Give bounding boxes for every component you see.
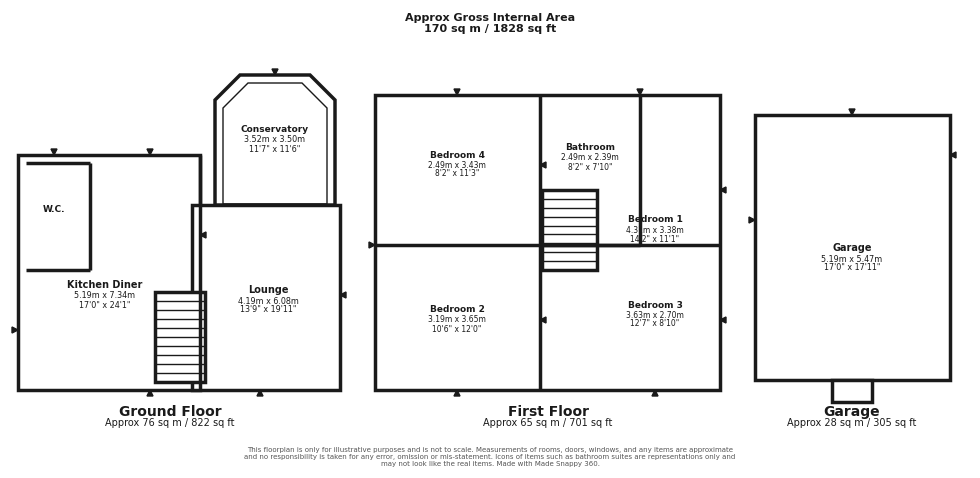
Text: First Floor: First Floor	[508, 405, 589, 419]
Bar	[755, 115, 950, 380]
Polygon shape	[749, 217, 755, 223]
Text: Kitchen Diner: Kitchen Diner	[68, 280, 143, 290]
Ellipse shape	[443, 108, 653, 378]
Polygon shape	[540, 317, 546, 323]
Polygon shape	[200, 232, 206, 238]
Text: Approx 65 sq m / 701 sq ft: Approx 65 sq m / 701 sq ft	[483, 418, 612, 428]
Text: 10'6" x 12'0": 10'6" x 12'0"	[432, 325, 482, 334]
Text: 5.19m x 7.34m: 5.19m x 7.34m	[74, 292, 135, 301]
Text: JR: JR	[514, 199, 581, 257]
Polygon shape	[12, 327, 18, 333]
Text: Bedroom 4: Bedroom 4	[429, 151, 484, 160]
Text: 13'9" x 19'11": 13'9" x 19'11"	[240, 305, 296, 315]
Text: Approx 28 sq m / 305 sq ft: Approx 28 sq m / 305 sq ft	[787, 418, 916, 428]
Text: 8'2" x 11'3": 8'2" x 11'3"	[435, 170, 479, 178]
Text: Bedroom 2: Bedroom 2	[429, 305, 484, 315]
Text: 4.31m x 3.38m: 4.31m x 3.38m	[626, 226, 684, 235]
Polygon shape	[540, 162, 546, 168]
Text: 170 sq m / 1828 sq ft: 170 sq m / 1828 sq ft	[424, 24, 556, 34]
Text: 11'7" x 11'6": 11'7" x 11'6"	[249, 144, 301, 153]
Polygon shape	[720, 317, 726, 323]
Text: 14'2" x 11'1": 14'2" x 11'1"	[630, 235, 679, 243]
Text: 3.52m x 3.50m: 3.52m x 3.50m	[244, 135, 306, 144]
Text: Lounge: Lounge	[248, 285, 288, 295]
Text: Ground Floor: Ground Floor	[119, 405, 221, 419]
Polygon shape	[849, 109, 855, 115]
Polygon shape	[272, 69, 278, 75]
Text: 5.19m x 5.47m: 5.19m x 5.47m	[821, 254, 883, 263]
Text: Garage: Garage	[832, 243, 872, 253]
Polygon shape	[454, 390, 460, 396]
Text: Garage: Garage	[823, 405, 880, 419]
Text: Bathroom: Bathroom	[565, 143, 615, 152]
Bar	[832, 380, 872, 402]
Polygon shape	[257, 390, 263, 396]
Polygon shape	[147, 149, 153, 155]
Bar	[18, 155, 200, 390]
Text: 2.49m x 3.43m: 2.49m x 3.43m	[428, 161, 486, 170]
Text: 17'0" x 17'11": 17'0" x 17'11"	[824, 263, 880, 272]
Text: 3.19m x 3.65m: 3.19m x 3.65m	[428, 315, 486, 325]
Polygon shape	[950, 152, 956, 158]
Text: 12'7" x 8'10": 12'7" x 8'10"	[630, 319, 679, 328]
Text: Conservatory: Conservatory	[241, 126, 309, 134]
Text: 4.19m x 6.08m: 4.19m x 6.08m	[237, 296, 299, 305]
Polygon shape	[340, 292, 346, 298]
Text: Bedroom 3: Bedroom 3	[627, 301, 682, 309]
Polygon shape	[454, 89, 460, 95]
Polygon shape	[51, 149, 57, 155]
Text: Approx Gross Internal Area: Approx Gross Internal Area	[405, 13, 575, 23]
Polygon shape	[637, 89, 643, 95]
Text: This floorplan is only for illustrative purposes and is not to scale. Measuremen: This floorplan is only for illustrative …	[244, 447, 736, 467]
Bar	[542, 190, 597, 270]
Text: PROPERTIES: PROPERTIES	[495, 254, 601, 270]
Text: 3.63m x 2.70m: 3.63m x 2.70m	[626, 311, 684, 319]
Bar	[192, 205, 340, 390]
Text: 17'0" x 24'1": 17'0" x 24'1"	[79, 301, 130, 309]
Text: 8'2" x 7'10": 8'2" x 7'10"	[567, 163, 612, 172]
Text: W.C.: W.C.	[43, 206, 66, 215]
Text: 2.49m x 2.39m: 2.49m x 2.39m	[562, 153, 619, 163]
Polygon shape	[147, 390, 153, 396]
Bar	[375, 95, 720, 390]
Text: Approx 76 sq m / 822 sq ft: Approx 76 sq m / 822 sq ft	[105, 418, 235, 428]
Polygon shape	[720, 187, 726, 193]
Bar	[155, 292, 205, 382]
Polygon shape	[652, 390, 658, 396]
Polygon shape	[369, 242, 375, 248]
Text: Bedroom 1: Bedroom 1	[627, 216, 682, 225]
Polygon shape	[215, 75, 335, 205]
